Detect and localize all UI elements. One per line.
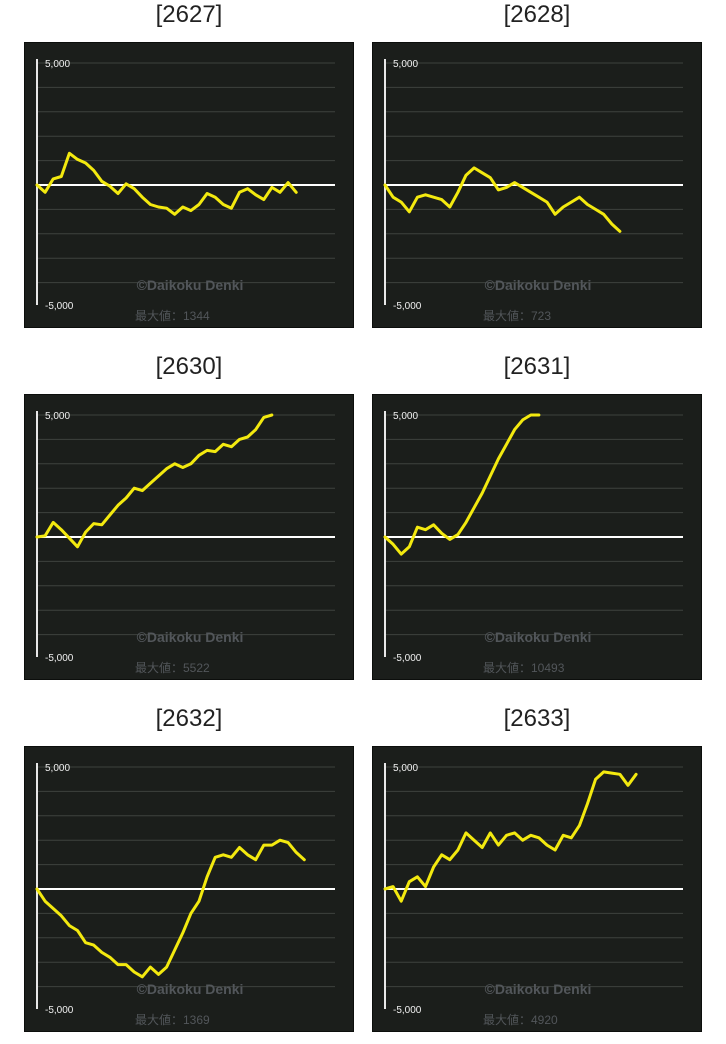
chart-cell-5: [2633] 5,000 -5,000 ©Daikoku Denki 最大値：4920 xyxy=(372,704,702,1044)
y-tick-label-bottom: -5,000 xyxy=(393,1005,422,1016)
y-tick-label-top: 5,000 xyxy=(45,411,70,422)
y-tick-label-bottom: -5,000 xyxy=(45,301,74,312)
watermark: ©Daikoku Denki xyxy=(485,277,592,293)
watermark: ©Daikoku Denki xyxy=(137,629,244,645)
line-chart: 5,000 -5,000 ©Daikoku Denki 最大値：10493 xyxy=(383,411,683,675)
y-tick-label-bottom: -5,000 xyxy=(45,1005,74,1016)
line-chart: 5,000 -5,000 ©Daikoku Denki 最大値：1344 xyxy=(35,59,335,323)
max-value-label: 最大値：1344 xyxy=(135,308,210,323)
data-series-line xyxy=(35,413,274,549)
data-series-line xyxy=(35,151,298,216)
line-chart: 5,000 -5,000 ©Daikoku Denki 最大値：4920 xyxy=(383,763,683,1027)
chart-cell-2: [2630] 5,000 -5,000 ©Daikoku Denki 最大値：5522 xyxy=(24,352,354,692)
watermark: ©Daikoku Denki xyxy=(485,629,592,645)
chart-title: [2632] xyxy=(155,705,223,732)
chart-cell-3: [2631] 5,000 -5,000 ©Daikoku Denki 最大値：10493 xyxy=(372,352,702,692)
y-tick-label-top: 5,000 xyxy=(45,59,70,70)
y-tick-label-top: 5,000 xyxy=(393,59,418,70)
chart-title: [2630] xyxy=(155,353,223,380)
chart-title: [2628] xyxy=(503,1,571,28)
data-series-line xyxy=(383,166,622,233)
chart-panel: 5,000 -5,000 ©Daikoku Denki 最大値：4920 xyxy=(372,746,702,1032)
chart-title: [2633] xyxy=(503,705,571,732)
data-series-line xyxy=(383,770,638,903)
watermark: ©Daikoku Denki xyxy=(137,277,244,293)
y-tick-label-bottom: -5,000 xyxy=(393,653,422,664)
y-tick-label-top: 5,000 xyxy=(393,411,418,422)
line-chart: 5,000 -5,000 ©Daikoku Denki 最大値：1369 xyxy=(35,763,335,1027)
y-tick-label-bottom: -5,000 xyxy=(45,653,74,664)
chart-title: [2631] xyxy=(503,353,571,380)
max-value-label: 最大値：5522 xyxy=(135,660,210,675)
watermark: ©Daikoku Denki xyxy=(137,981,244,997)
chart-panel: 5,000 -5,000 ©Daikoku Denki 最大値：5522 xyxy=(24,394,354,680)
y-tick-label-top: 5,000 xyxy=(45,763,70,774)
chart-cell-4: [2632] 5,000 -5,000 ©Daikoku Denki 最大値：1369 xyxy=(24,704,354,1044)
data-series-line xyxy=(35,838,306,979)
max-value-label: 最大値：723 xyxy=(483,308,551,323)
max-value-label: 最大値：1369 xyxy=(135,1012,210,1027)
chart-panel: 5,000 -5,000 ©Daikoku Denki 最大値：1369 xyxy=(24,746,354,1032)
y-tick-label-top: 5,000 xyxy=(393,763,418,774)
chart-title: [2627] xyxy=(155,1,223,28)
max-value-label: 最大値：10493 xyxy=(483,660,565,675)
chart-panel: 5,000 -5,000 ©Daikoku Denki 最大値：10493 xyxy=(372,394,702,680)
chart-panel: 5,000 -5,000 ©Daikoku Denki 最大値：723 xyxy=(372,42,702,328)
max-value-label: 最大値：4920 xyxy=(483,1012,558,1027)
chart-cell-1: [2628] 5,000 -5,000 ©Daikoku Denki 最大値：723 xyxy=(372,0,702,340)
watermark: ©Daikoku Denki xyxy=(485,981,592,997)
chart-cell-0: [2627] 5,000 -5,000 ©Daikoku Denki 最大値：1344 xyxy=(24,0,354,340)
y-tick-label-bottom: -5,000 xyxy=(393,301,422,312)
line-chart: 5,000 -5,000 ©Daikoku Denki 最大値：723 xyxy=(383,59,683,323)
data-series-line xyxy=(383,413,541,556)
line-chart: 5,000 -5,000 ©Daikoku Denki 最大値：5522 xyxy=(35,411,335,675)
chart-panel: 5,000 -5,000 ©Daikoku Denki 最大値：1344 xyxy=(24,42,354,328)
